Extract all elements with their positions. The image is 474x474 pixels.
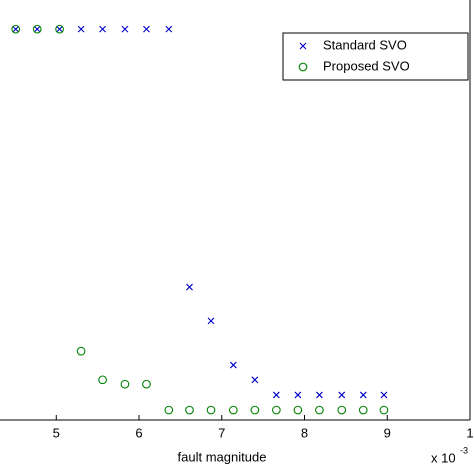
marker-circle xyxy=(358,405,368,415)
x-tick-label: 1 xyxy=(466,425,473,440)
marker-x xyxy=(229,361,237,369)
marker-x xyxy=(56,25,63,33)
x-multiplier-exp: -3 xyxy=(460,445,468,455)
marker-x xyxy=(121,25,129,33)
marker-circle xyxy=(272,405,281,415)
marker-circle xyxy=(185,405,194,415)
marker-circle xyxy=(76,346,86,356)
marker-circle xyxy=(293,405,303,415)
marker-x xyxy=(143,25,150,33)
marker-x xyxy=(338,391,346,399)
marker-x xyxy=(165,25,173,33)
marker-circle xyxy=(164,405,174,415)
marker-circle xyxy=(250,405,260,415)
legend-label: Proposed SVO xyxy=(323,58,410,73)
marker-circle xyxy=(315,405,324,415)
legend-box xyxy=(282,32,469,81)
marker-circle xyxy=(120,379,130,389)
marker-circle xyxy=(228,405,238,415)
marker-x xyxy=(272,391,280,399)
marker-circle xyxy=(337,405,347,415)
legend-label: Standard SVO xyxy=(323,37,407,52)
marker-x xyxy=(99,25,106,33)
marker-x xyxy=(186,283,193,291)
x-multiplier: x 10 xyxy=(431,450,456,465)
x-tick-label: 9 xyxy=(384,425,391,440)
marker-x xyxy=(33,25,41,33)
marker-circle xyxy=(98,375,107,385)
marker-x xyxy=(316,391,323,399)
marker-circle xyxy=(55,24,64,34)
marker-x xyxy=(380,391,388,399)
marker-circle xyxy=(32,24,42,34)
marker-x xyxy=(12,25,20,33)
x-tick-label: 7 xyxy=(218,425,225,440)
marker-x xyxy=(359,391,367,399)
marker-x xyxy=(251,376,259,384)
marker-x xyxy=(207,317,215,325)
marker-circle xyxy=(11,24,21,34)
x-tick-label: 8 xyxy=(301,425,308,440)
x-axis-label: fault magnitude xyxy=(178,449,267,464)
marker-x xyxy=(77,25,85,33)
legend-marker xyxy=(299,42,307,50)
marker-circle xyxy=(379,405,389,415)
x-tick-label: 6 xyxy=(135,425,142,440)
x-tick-label: 5 xyxy=(53,425,60,440)
marker-circle xyxy=(206,405,216,415)
marker-circle xyxy=(142,379,151,389)
legend-marker xyxy=(298,62,308,72)
marker-x xyxy=(294,391,302,399)
